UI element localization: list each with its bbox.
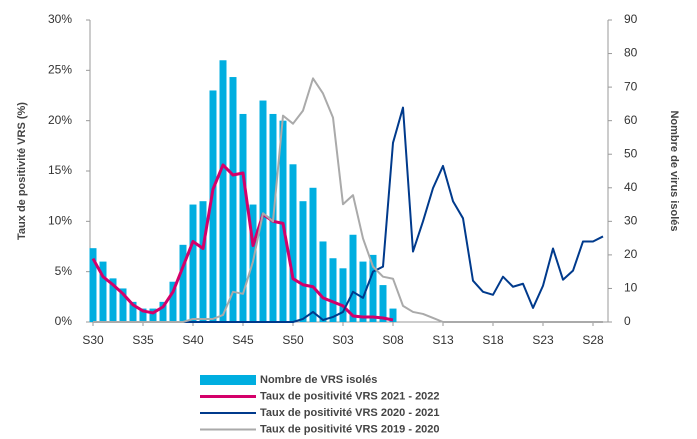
x-tick-label: S30	[82, 333, 104, 347]
bar	[349, 234, 357, 322]
bar	[169, 281, 177, 322]
bar	[189, 204, 197, 322]
x-tick-label: S28	[582, 333, 604, 347]
legend-label: Taux de positivité VRS 2021 - 2022	[260, 390, 440, 402]
x-tick-label: S45	[232, 333, 254, 347]
legend-label: Nombre de VRS isolés	[260, 374, 377, 386]
legend-label: Taux de positivité VRS 2020 - 2021	[260, 407, 440, 419]
y-tick-label: 30%	[48, 12, 72, 26]
bar	[289, 164, 297, 322]
y2-tick-label: 90	[624, 12, 638, 26]
y2-axis-title: Nombre de virus isolés	[668, 110, 680, 231]
y-tick-label: 0%	[55, 314, 73, 328]
x-tick-label: S40	[182, 333, 204, 347]
bar	[319, 241, 327, 322]
bar	[299, 201, 307, 322]
y2-tick-label: 60	[624, 113, 638, 127]
bar	[389, 308, 397, 322]
y2-tick-label: 20	[624, 247, 638, 261]
bar	[89, 248, 97, 322]
line	[93, 77, 603, 323]
x-tick-label: S08	[382, 333, 404, 347]
y2-tick-label: 80	[624, 46, 638, 60]
bar	[329, 258, 337, 322]
x-tick-label: S03	[332, 333, 354, 347]
bar	[179, 244, 187, 322]
line	[91, 163, 394, 322]
bar	[229, 77, 237, 323]
bar	[109, 278, 117, 322]
y2-tick-label: 10	[624, 281, 638, 295]
y2-tick-label: 30	[624, 214, 638, 228]
bar	[129, 301, 137, 322]
bar	[379, 285, 387, 322]
y-tick-label: 15%	[48, 163, 72, 177]
y2-tick-label: 40	[624, 180, 638, 194]
bar	[259, 100, 267, 323]
y-tick-label: 5%	[55, 264, 73, 278]
y2-tick-label: 50	[624, 146, 638, 160]
bar	[159, 301, 167, 322]
y2-tick-label: 0	[624, 314, 631, 328]
legend-swatch	[200, 375, 256, 385]
y-tick-label: 10%	[48, 214, 72, 228]
bar	[139, 308, 147, 322]
bar	[239, 113, 247, 322]
x-tick-label: S50	[282, 333, 304, 347]
bar	[369, 254, 377, 322]
bar	[199, 201, 207, 322]
y-axis-title: Taux de positivité VRS (%)	[16, 102, 28, 240]
bar	[359, 261, 367, 322]
y-tick-label: 20%	[48, 113, 72, 127]
bar	[149, 308, 157, 322]
x-tick-label: S18	[482, 333, 504, 347]
x-tick-label: S35	[132, 333, 154, 347]
y-tick-label: 25%	[48, 63, 72, 77]
x-tick-label: S23	[532, 333, 554, 347]
y2-tick-label: 70	[624, 79, 638, 93]
bar	[309, 187, 317, 322]
bar	[119, 288, 127, 322]
bar	[279, 120, 287, 323]
bar	[219, 60, 227, 323]
bar	[99, 261, 107, 322]
bar	[339, 268, 347, 322]
x-tick-label: S13	[432, 333, 454, 347]
legend-label: Taux de positivité VRS 2019 - 2020	[260, 423, 440, 435]
bar	[209, 90, 217, 322]
